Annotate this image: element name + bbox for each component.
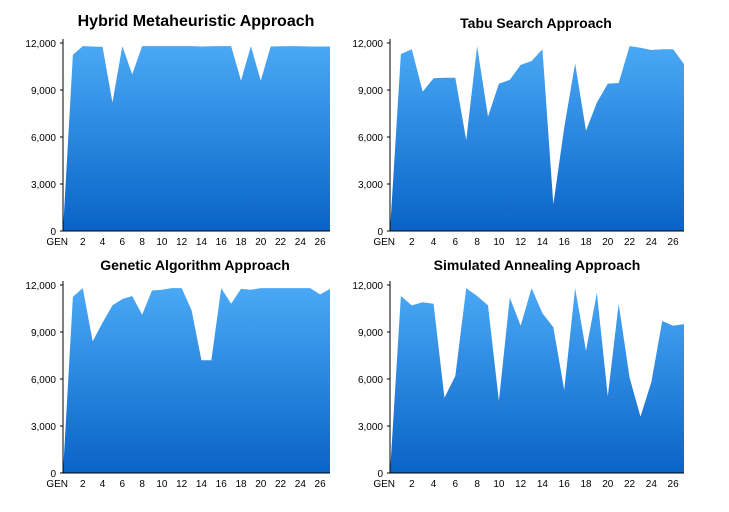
x-tick-label: GEN	[373, 237, 395, 248]
x-tick-label: 16	[559, 479, 571, 490]
y-tick-label: 6,000	[31, 375, 56, 386]
x-tick-label: 26	[668, 237, 680, 248]
x-tick-label: 22	[624, 237, 636, 248]
x-tick-label: 20	[255, 237, 267, 248]
y-tick-label: 3,000	[31, 180, 56, 191]
x-tick-label: 22	[275, 479, 287, 490]
x-tick-label: 6	[120, 237, 126, 248]
x-tick-label: 14	[196, 237, 208, 248]
y-tick-label: 9,000	[358, 86, 383, 97]
x-tick-label: 14	[537, 237, 549, 248]
x-tick-label: 24	[646, 479, 658, 490]
x-tick-label: 14	[537, 479, 549, 490]
x-tick-label: 4	[100, 479, 106, 490]
x-tick-label: 4	[100, 237, 106, 248]
x-tick-label: 18	[235, 479, 247, 490]
y-tick-label: 6,000	[358, 375, 383, 386]
x-tick-label: 24	[295, 237, 307, 248]
x-tick-label: 26	[668, 479, 680, 490]
x-tick-label: 20	[602, 237, 614, 248]
x-tick-label: 12	[176, 237, 188, 248]
x-tick-label: 4	[431, 237, 437, 248]
y-tick-label: 12,000	[352, 281, 383, 292]
x-tick-label: 20	[602, 479, 614, 490]
x-tick-label: 2	[80, 479, 86, 490]
x-tick-label: 16	[216, 479, 228, 490]
chart-title: Hybrid Metaheuristic Approach	[78, 13, 315, 30]
area-series	[390, 46, 684, 231]
chart-svg: Genetic Algorithm Approach03,0006,0009,0…	[0, 253, 364, 507]
x-tick-label: 18	[235, 237, 247, 248]
x-tick-label: 10	[156, 237, 168, 248]
x-tick-label: 24	[646, 237, 658, 248]
y-tick-label: 12,000	[25, 281, 56, 292]
x-tick-label: 8	[474, 479, 480, 490]
chart-title: Genetic Algorithm Approach	[100, 257, 290, 273]
x-tick-label: 24	[295, 479, 307, 490]
x-tick-label: 22	[624, 479, 636, 490]
x-tick-label: 8	[139, 479, 145, 490]
x-tick-label: 12	[176, 479, 188, 490]
chart-title: Tabu Search Approach	[460, 15, 612, 31]
x-tick-label: 10	[156, 479, 168, 490]
x-tick-label: 12	[515, 479, 527, 490]
chart-svg: Simulated Annealing Approach03,0006,0009…	[329, 253, 693, 507]
area-series	[63, 288, 330, 473]
x-tick-label: 4	[431, 479, 437, 490]
x-tick-label: GEN	[373, 479, 395, 490]
y-tick-label: 6,000	[31, 133, 56, 144]
x-tick-label: 6	[453, 479, 459, 490]
area-series	[63, 46, 330, 231]
x-tick-label: 8	[139, 237, 145, 248]
x-tick-label: 6	[453, 237, 459, 248]
x-tick-label: 10	[493, 479, 505, 490]
x-tick-label: 16	[216, 237, 228, 248]
x-tick-label: 26	[315, 479, 327, 490]
x-tick-label: 10	[493, 237, 505, 248]
x-tick-label: 14	[196, 479, 208, 490]
x-tick-label: 12	[515, 237, 527, 248]
area-series	[390, 288, 684, 473]
x-tick-label: 2	[409, 237, 415, 248]
x-tick-label: GEN	[46, 479, 68, 490]
x-tick-label: 8	[474, 237, 480, 248]
chart-title: Simulated Annealing Approach	[434, 257, 641, 273]
y-tick-label: 9,000	[358, 328, 383, 339]
x-tick-label: 22	[275, 237, 287, 248]
x-tick-label: 26	[315, 237, 327, 248]
y-tick-label: 6,000	[358, 133, 383, 144]
x-tick-label: 2	[80, 237, 86, 248]
y-tick-label: 9,000	[31, 86, 56, 97]
x-tick-label: 20	[255, 479, 267, 490]
y-tick-label: 12,000	[25, 39, 56, 50]
y-tick-label: 3,000	[31, 422, 56, 433]
chart-svg: Tabu Search Approach03,0006,0009,00012,0…	[329, 0, 693, 253]
y-tick-label: 3,000	[358, 180, 383, 191]
y-tick-label: 3,000	[358, 422, 383, 433]
x-tick-label: 6	[120, 479, 126, 490]
x-tick-label: 18	[580, 479, 592, 490]
x-tick-label: GEN	[46, 237, 68, 248]
y-tick-label: 9,000	[31, 328, 56, 339]
x-tick-label: 18	[580, 237, 592, 248]
chart-svg: Hybrid Metaheuristic Approach03,0006,000…	[0, 0, 364, 253]
x-tick-label: 16	[559, 237, 571, 248]
y-tick-label: 12,000	[352, 39, 383, 50]
x-tick-label: 2	[409, 479, 415, 490]
